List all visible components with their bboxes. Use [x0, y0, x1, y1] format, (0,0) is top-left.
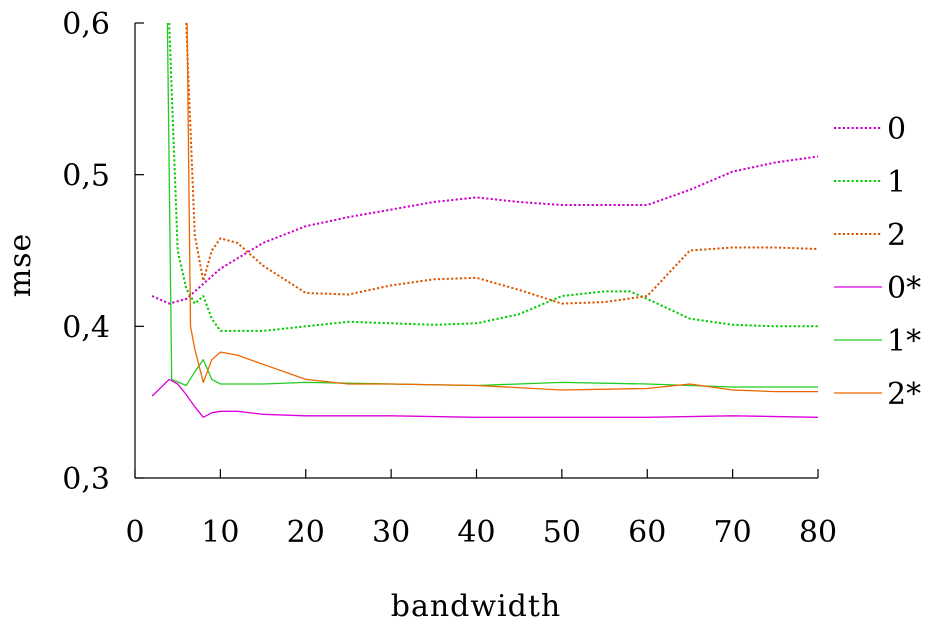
legend-label: 1	[887, 165, 906, 200]
x-tick-label: 20	[287, 515, 325, 550]
series-line-2-star	[186, 22, 818, 393]
y-tick-label: 0,5	[62, 159, 110, 194]
y-tick-label: 0,3	[62, 462, 110, 497]
axes-layer	[134, 23, 818, 479]
x-tick-label: 30	[372, 515, 410, 550]
series-layer	[151, 22, 819, 418]
legend-label: 1*	[887, 324, 921, 359]
series-line-2	[185, 22, 819, 305]
series-line-0	[151, 155, 819, 305]
x-tick-label: 40	[457, 515, 495, 550]
legend: 0 1 2 0* 1* 2*	[834, 112, 921, 412]
x-tick-label: 10	[201, 515, 239, 550]
x-axis-title: bandwidth	[391, 589, 561, 622]
x-tick-label: 50	[543, 515, 581, 550]
series-line-0-star	[151, 378, 819, 418]
series-line-1	[168, 22, 818, 332]
y-axis-title: mse	[3, 233, 38, 298]
x-tick-label: 60	[628, 515, 666, 550]
series-line-1-star	[166, 22, 818, 388]
y-tick-label: 0,6	[62, 7, 110, 42]
y-ticks: 0,3 0,4 0,5 0,6	[62, 7, 144, 497]
x-tick-label: 80	[799, 515, 837, 550]
legend-label: 2*	[887, 377, 921, 412]
legend-label: 2	[887, 218, 906, 253]
x-tick-label: 0	[125, 515, 144, 550]
x-tick-label: 70	[714, 515, 752, 550]
legend-label: 0	[887, 112, 906, 147]
y-tick-label: 0,4	[62, 310, 110, 345]
legend-label: 0*	[887, 271, 921, 306]
x-ticks: 0 10 20 30 40 50 60 70 80	[125, 469, 837, 550]
